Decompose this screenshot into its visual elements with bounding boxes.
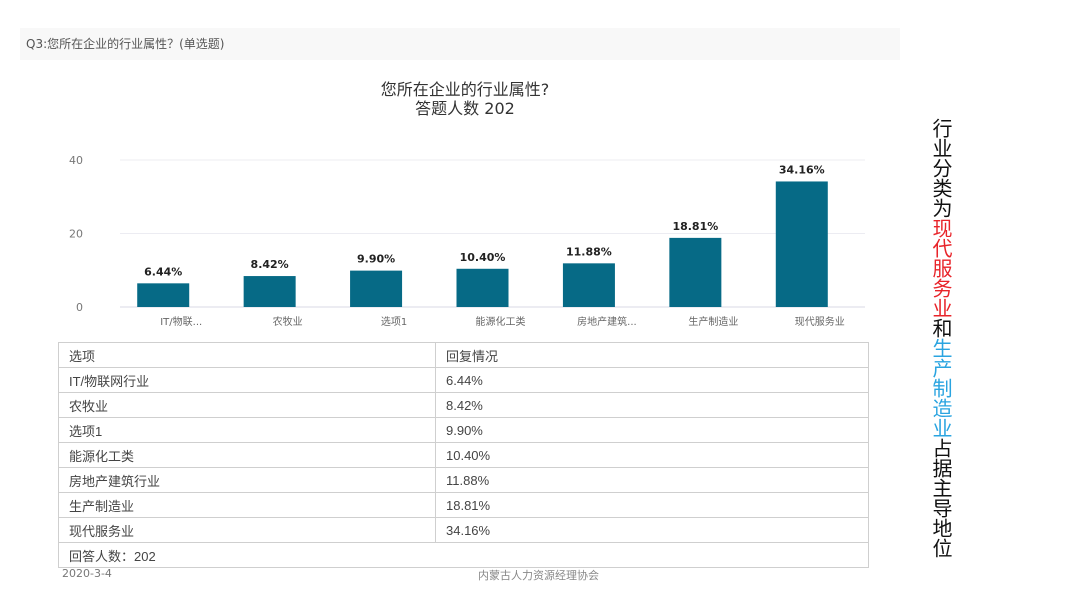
response-cell: 10.40% — [435, 442, 869, 468]
response-cell: 11.88% — [435, 467, 869, 493]
bar — [775, 181, 828, 307]
option-cell: 农牧业 — [58, 392, 436, 418]
note-text: 行业分类为 — [929, 118, 953, 218]
response-cell: 8.42% — [435, 392, 869, 418]
response-cell: 9.90% — [435, 417, 869, 443]
table-row: 现代服务业 34.16% — [58, 517, 869, 543]
table-row: 生产制造业 18.81% — [58, 492, 869, 518]
table-row: 房地产建筑行业 11.88% — [58, 467, 869, 493]
table-row: 能源化工类 10.40% — [58, 442, 869, 468]
x-tick-label: 选项1 — [381, 315, 407, 328]
option-cell: 现代服务业 — [58, 517, 436, 543]
bar — [137, 283, 190, 307]
data-label: 34.16% — [779, 163, 825, 176]
option-cell: IT/物联网行业 — [58, 367, 436, 393]
bar — [243, 276, 296, 307]
bar-chart: 0 20 40 6.44% IT/物联... 8.42% 农牧业 9.90% 选项1 10.40%… — [69, 154, 865, 328]
footer-org: 内蒙古人力资源经理协会 — [478, 569, 599, 582]
table-row: IT/物联网行业 6.44% — [58, 367, 869, 393]
footer-date: 2020-3-4 — [62, 567, 112, 580]
data-label: 18.81% — [672, 220, 718, 233]
option-cell: 生产制造业 — [58, 492, 436, 518]
y-tick-label: 40 — [69, 154, 83, 167]
conclusion-note: 行业分类为现代服务业和生产制造业占据主导地位 — [928, 118, 953, 558]
bar — [669, 237, 722, 307]
x-tick-label: 生产制造业 — [688, 315, 738, 328]
table-footer-row: 回答人数：202 — [58, 542, 869, 568]
table-header-cell: 选项 — [58, 342, 436, 368]
note-highlight-service: 现代服务业 — [929, 218, 953, 318]
bar — [350, 270, 403, 307]
data-label: 10.40% — [460, 251, 506, 264]
table-header-cell: 回复情况 — [435, 342, 869, 368]
x-tick-label: 农牧业 — [273, 315, 303, 328]
y-tick-label: 0 — [76, 301, 83, 314]
table-row: 农牧业 8.42% — [58, 392, 869, 418]
data-label: 11.88% — [566, 245, 612, 258]
x-tick-label: IT/物联... — [160, 315, 202, 328]
data-label: 8.42% — [251, 258, 289, 271]
x-tick-label: 能源化工类 — [476, 315, 526, 328]
y-tick-label: 20 — [69, 228, 83, 241]
table-header-row: 选项 回复情况 — [58, 342, 869, 368]
respondent-count: 回答人数：202 — [58, 542, 869, 568]
bar — [456, 268, 509, 307]
response-cell: 18.81% — [435, 492, 869, 518]
note-text: 占据主导地位 — [929, 438, 953, 558]
response-table: 选项 回复情况 IT/物联网行业 6.44% 农牧业 8.42% 选项1 9.90% 能源化工类… — [58, 342, 869, 568]
note-text: 和 — [929, 318, 953, 338]
response-cell: 34.16% — [435, 517, 869, 543]
data-label: 6.44% — [144, 265, 182, 278]
response-cell: 6.44% — [435, 367, 869, 393]
bar — [562, 263, 615, 307]
data-label: 9.90% — [357, 253, 395, 266]
x-tick-label: 现代服务业 — [795, 315, 845, 328]
chart-title-block: 您所在企业的行业属性? 答题人数 202 — [300, 80, 630, 118]
option-cell: 房地产建筑行业 — [58, 467, 436, 493]
question-title: Q3:您所在企业的行业属性？(单选题) — [26, 37, 225, 51]
option-cell: 选项1 — [58, 417, 436, 443]
x-tick-label: 房地产建筑... — [577, 315, 637, 328]
note-highlight-manufacturing: 生产制造业 — [929, 338, 953, 438]
table-row: 选项1 9.90% — [58, 417, 869, 443]
chart-title: 您所在企业的行业属性? — [380, 80, 550, 99]
question-bar — [20, 28, 900, 60]
option-cell: 能源化工类 — [58, 442, 436, 468]
chart-subtitle: 答题人数 202 — [415, 99, 515, 118]
